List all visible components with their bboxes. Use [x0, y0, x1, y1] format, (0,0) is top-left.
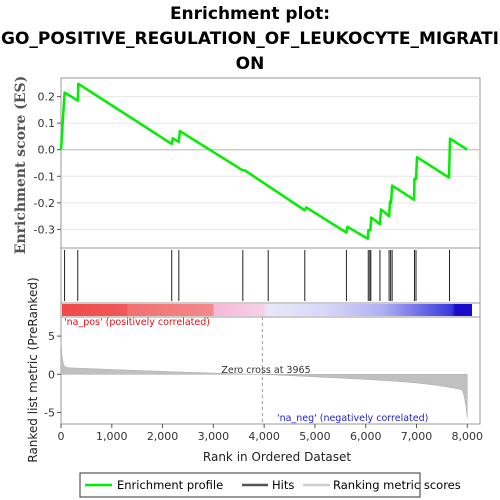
legend-item-hits: Hits: [242, 478, 294, 492]
x-tick-label: 0: [58, 430, 65, 443]
x-tick-label: 1,000: [96, 430, 128, 443]
ranking-heatmap-bar: [62, 304, 472, 316]
ranking-metric-area: [60, 339, 468, 418]
metric-y-tick-label: 0: [48, 368, 55, 381]
metric-y-ticks: 5 0 -5: [44, 330, 61, 420]
svg-text:Ranking metric scores: Ranking metric scores: [333, 478, 461, 492]
svg-text:Hits: Hits: [272, 478, 294, 492]
metric-y-tick-label: 5: [48, 330, 55, 343]
es-y-tick-label: -0.1: [34, 170, 55, 183]
metric-y-axis-title: Ranked list metric (PreRanked): [26, 277, 40, 462]
title-line-1: Enrichment plot:: [170, 4, 330, 24]
metric-y-tick-label: -5: [44, 407, 55, 420]
es-y-tick-label: 0.2: [38, 91, 56, 104]
hits-panel-frame: [60, 247, 481, 304]
x-tick-label: 6,000: [350, 430, 382, 443]
x-axis-ticks: 0 1,000 2,000 3,000 4,000 5,000 6,000 7,000 8,00…: [58, 424, 484, 443]
legend-item-enrichment: Enrichment profile: [85, 478, 223, 492]
x-tick-label: 8,000: [452, 430, 484, 443]
title-line-3: ON: [236, 54, 265, 74]
zero-cross-label: Zero cross at 3965: [221, 365, 310, 376]
x-tick-label: 2,000: [147, 430, 179, 443]
es-y-tick-label: 0.1: [38, 117, 56, 130]
svg-text:Enrichment profile: Enrichment profile: [117, 478, 223, 492]
enrichment-profile-line: [59, 82, 468, 240]
es-y-tick-label: -0.2: [34, 197, 55, 210]
hit-markers: [64, 250, 451, 301]
es-y-ticks: 0.2 0.1 0.0 -0.1 -0.2 -0.3: [34, 91, 61, 236]
x-tick-label: 5,000: [299, 430, 331, 443]
x-tick-label: 3,000: [198, 430, 230, 443]
es-y-tick-label: 0.0: [38, 144, 56, 157]
legend-item-ranking: Ranking metric scores: [303, 478, 461, 492]
es-y-axis-title: Enrichment score (ES): [13, 76, 29, 254]
negative-correlation-label: 'na_neg' (negatively correlated): [277, 413, 428, 424]
title-line-2: GO_POSITIVE_REGULATION_OF_LEUKOCYTE_MIGR…: [1, 29, 499, 49]
x-axis-title: Rank in Ordered Dataset: [203, 450, 351, 464]
es-gridlines: [61, 96, 480, 230]
es-y-tick-label: -0.3: [34, 223, 55, 236]
positive-correlation-label: 'na_pos' (positively correlated): [64, 317, 210, 328]
x-tick-label: 7,000: [401, 430, 433, 443]
x-tick-label: 4,000: [248, 430, 280, 443]
